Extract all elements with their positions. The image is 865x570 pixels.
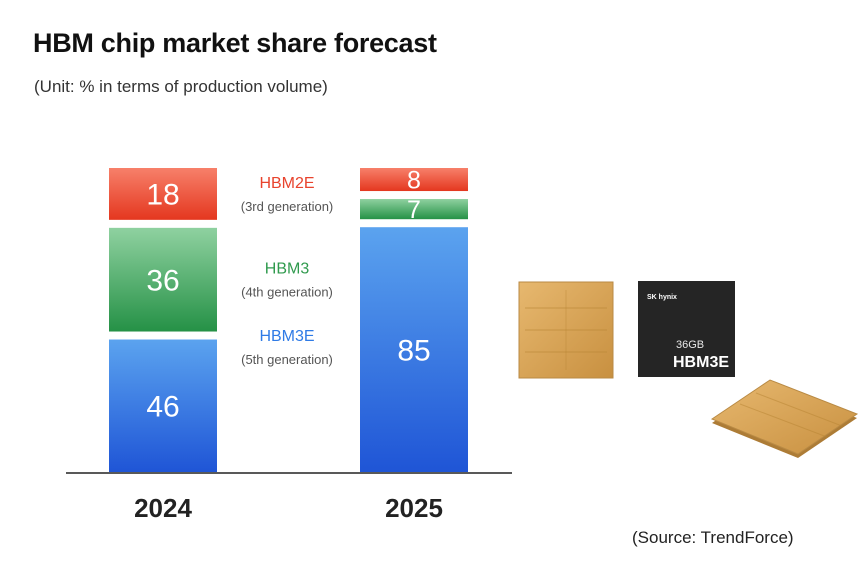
data-label-hbm3e-2024: 46: [146, 391, 179, 424]
black-chip: SK hynix 36GB HBM3E: [638, 281, 735, 377]
x-tick-2024: 2024: [134, 493, 192, 523]
series-name-hbm3: HBM3: [265, 261, 310, 278]
chart-title: HBM chip market share forecast: [33, 28, 437, 58]
chip-brand-label: SK hynix: [647, 294, 677, 301]
chart-subtitle: (Unit: % in terms of production volume): [34, 77, 328, 96]
chip-capacity-label: 36GB: [676, 339, 704, 351]
bar-hbm3e-2025: [360, 227, 468, 472]
data-label-hbm3-2025: 7: [407, 196, 421, 224]
bar-hbm3e-2024: [109, 339, 217, 472]
data-label-hbm2e-2025: 8: [407, 167, 421, 195]
series-name-hbm3e: HBM3E: [259, 328, 314, 345]
data-label-hbm3e-2025: 85: [397, 334, 430, 367]
bar-hbm3-2024: [109, 227, 217, 332]
series-generation-hbm3e: (5th generation): [241, 352, 333, 367]
bar-hbm2e-2025: [360, 168, 468, 192]
hbm-chip-illustration: SK hynix 36GB HBM3E: [518, 281, 859, 458]
bar-hbm2e-2024: [109, 168, 217, 220]
series-name-hbm2e: HBM2E: [259, 175, 314, 192]
bar-hbm3-2025: [360, 199, 468, 220]
x-tick-2025: 2025: [385, 493, 443, 523]
data-label-hbm3-2024: 36: [146, 264, 179, 297]
gold-chip-front: [518, 281, 614, 379]
chip-model-label: HBM3E: [673, 354, 729, 371]
gold-chip-tilted: [710, 379, 859, 458]
data-label-hbm2e-2024: 18: [146, 179, 179, 212]
series-generation-hbm2e: (3rd generation): [241, 199, 334, 214]
source-note: (Source: TrendForce): [632, 528, 794, 547]
series-generation-hbm3: (4th generation): [241, 285, 333, 300]
